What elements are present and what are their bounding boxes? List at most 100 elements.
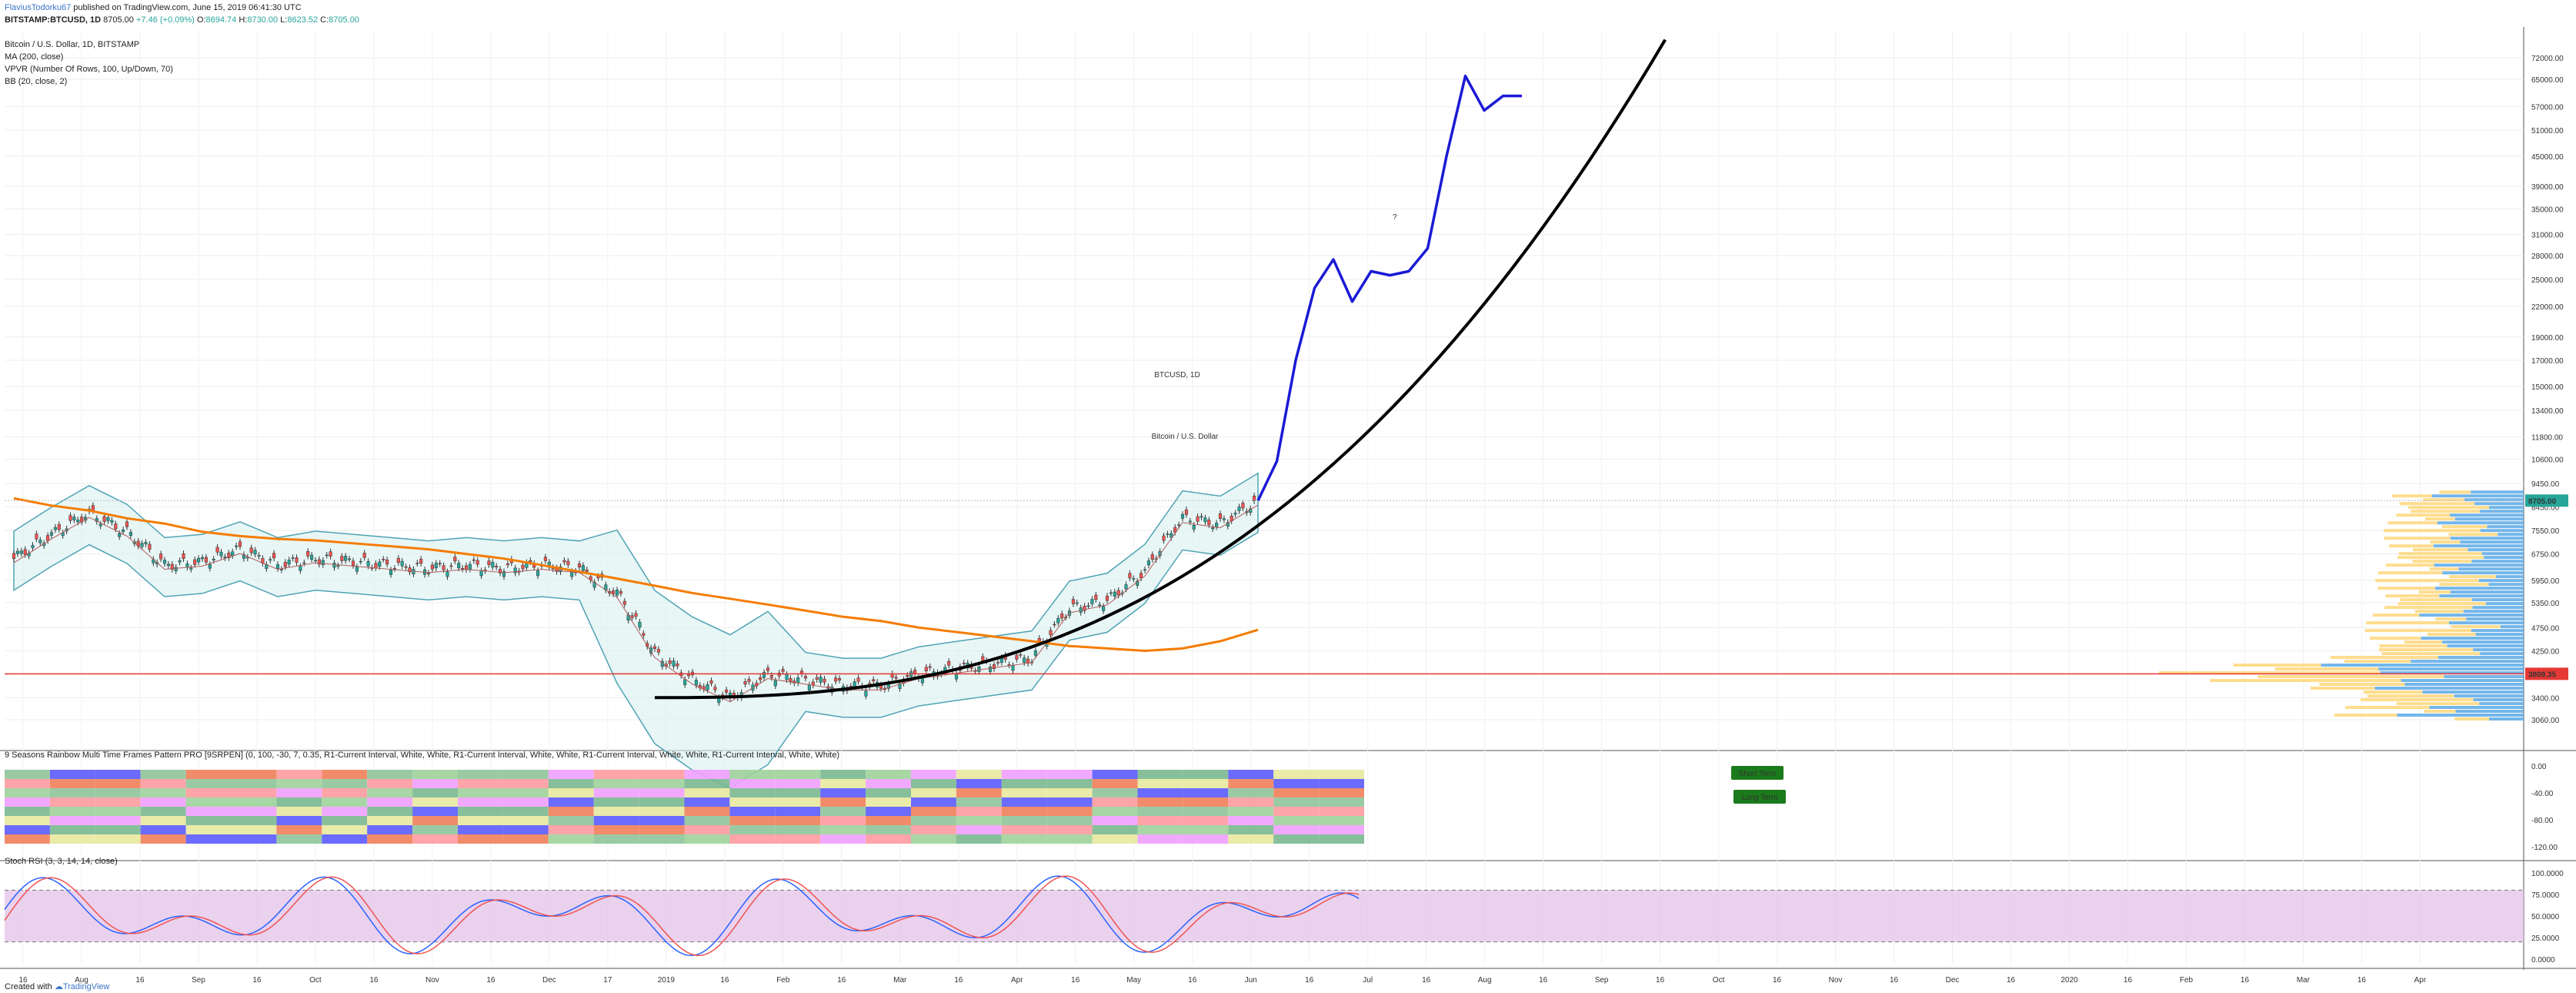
rainbow-cell xyxy=(367,834,413,844)
candle-body xyxy=(981,656,985,661)
vpvr-bar-down xyxy=(2424,517,2455,521)
candle-body xyxy=(777,672,781,677)
rainbow-cell xyxy=(729,779,776,788)
rainbow-cell xyxy=(1001,797,1047,807)
candle-body xyxy=(57,524,61,530)
vpvr-bar-down xyxy=(2414,610,2464,614)
rainbow-cell xyxy=(1319,825,1364,834)
candle-body xyxy=(773,680,777,687)
rainbow-cell xyxy=(911,788,956,797)
vpvr-bar-down xyxy=(2423,498,2465,502)
vpvr-bar-up xyxy=(2455,710,2524,714)
vpvr-bar-down xyxy=(2397,602,2486,606)
vpvr-bar-up xyxy=(2498,533,2524,537)
candle-body xyxy=(329,551,332,557)
candle-body xyxy=(811,681,815,686)
rainbow-cell xyxy=(684,797,730,807)
legend-bb[interactable]: BB (20, close, 2) xyxy=(5,77,68,86)
vpvr-bar-down xyxy=(2439,490,2471,494)
candle-body xyxy=(747,679,751,682)
vpvr-bar-up xyxy=(2474,502,2524,506)
candle-body xyxy=(310,554,314,560)
rainbow-cell xyxy=(1092,788,1138,797)
footer-brand-link[interactable]: TradingView xyxy=(62,982,110,991)
candle-body xyxy=(385,559,389,565)
rainbow-cell xyxy=(140,779,186,788)
candle-body xyxy=(35,533,38,540)
rainbow-cell xyxy=(322,825,368,834)
rainbow-cell xyxy=(276,788,322,797)
legend-ma[interactable]: MA (200, close) xyxy=(5,52,64,62)
rainbow-title[interactable]: 9 Seasons Rainbow Multi Time Frames Patt… xyxy=(5,751,840,760)
bb-basis-line xyxy=(13,504,1259,703)
rainbow-cell xyxy=(322,816,368,825)
rainbow-cell xyxy=(911,834,956,844)
rainbow-cell xyxy=(5,770,50,779)
rainbow-cell xyxy=(1273,807,1320,816)
candle-body xyxy=(487,560,491,565)
vpvr-bar-down xyxy=(2412,560,2472,563)
candle-body xyxy=(235,545,239,547)
candle-body xyxy=(249,547,253,553)
candle-body xyxy=(106,517,110,521)
vpvr-bar-up xyxy=(2488,583,2524,587)
stoch-title[interactable]: Stoch RSI (3, 3, 14, 14, close) xyxy=(5,857,118,866)
vpvr-bar-up xyxy=(2435,587,2524,590)
footer: Created with ☁TradingView xyxy=(5,981,109,991)
candle-body xyxy=(1196,516,1200,522)
vpvr-bar-up xyxy=(2433,544,2524,548)
rainbow-cell xyxy=(231,797,277,807)
vpvr-bar-up xyxy=(2460,540,2524,544)
rainbow-cell xyxy=(1092,770,1138,779)
close-value: 8705.00 xyxy=(329,15,359,25)
candle-body xyxy=(1203,517,1207,523)
candle-body xyxy=(231,551,235,557)
y-tick-label: 6750.00 xyxy=(2531,551,2560,560)
candle-body xyxy=(1116,590,1120,596)
rainbow-cell xyxy=(1137,770,1183,779)
candle-body xyxy=(392,568,396,570)
candle-body xyxy=(1023,657,1026,664)
candle-body xyxy=(53,527,57,530)
rainbow-cell xyxy=(322,807,368,816)
candle-body xyxy=(1180,513,1185,519)
rainbow-cell xyxy=(548,807,594,816)
x-tick-label: 2020 xyxy=(2060,976,2078,985)
y-tick-label: 11800.00 xyxy=(2531,433,2563,442)
candle-body xyxy=(1011,665,1015,671)
vpvr-bar-down xyxy=(2360,698,2474,702)
candle-body xyxy=(291,557,295,559)
candle-body xyxy=(652,646,657,650)
watermark-symbol: BTCUSD, 1D xyxy=(1154,371,1200,379)
y-tick-label: 39000.00 xyxy=(2531,183,2564,192)
vpvr-bar-down xyxy=(2257,675,2444,679)
x-tick-label: Dec xyxy=(542,976,556,985)
candle-body xyxy=(295,557,299,563)
vpvr-bar-down xyxy=(2372,614,2420,617)
candle-body xyxy=(634,613,638,617)
candle-body xyxy=(996,662,999,664)
rainbow-cell xyxy=(1319,834,1364,844)
vpvr-bar-down xyxy=(2449,575,2497,579)
candle-body xyxy=(332,563,336,568)
y-tick-label: 10600.00 xyxy=(2531,456,2564,465)
rainbow-cell xyxy=(95,788,141,797)
last-price-badge xyxy=(2525,494,2568,507)
candle-body xyxy=(351,560,355,566)
candle-body xyxy=(1056,617,1060,624)
legend-vpvr[interactable]: VPVR (Number Of Rows, 100, Up/Down, 70) xyxy=(5,65,173,74)
candle-body xyxy=(148,543,152,550)
author-link[interactable]: FlaviusTodorku67 xyxy=(5,3,72,12)
vpvr-bar-up xyxy=(2422,690,2524,694)
legend-symbol[interactable]: Bitcoin / U.S. Dollar, 1D, BITSTAMP xyxy=(5,40,140,49)
candle-body xyxy=(906,675,909,677)
x-tick-label: Oct xyxy=(1713,976,1725,985)
vpvr-bar-down xyxy=(2451,625,2501,629)
candle-body xyxy=(479,570,483,577)
rainbow-cell xyxy=(5,797,50,807)
vpvr-bar-down xyxy=(2412,548,2468,552)
vpvr-bar-up xyxy=(2500,625,2524,629)
rainbow-cell xyxy=(593,797,639,807)
rainbow-cell xyxy=(684,816,730,825)
